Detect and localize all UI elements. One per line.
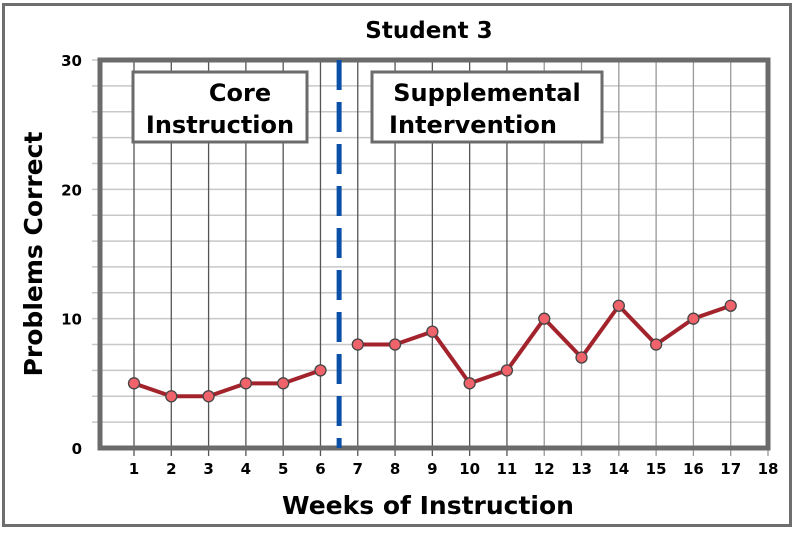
annotation-supplemental-line2: Intervention: [389, 111, 557, 139]
annotation-core-instruction: Core Instruction: [131, 70, 309, 144]
x-tick-label: 7: [353, 460, 363, 478]
x-tick-label: 13: [571, 460, 592, 478]
chart-frame: [2, 3, 792, 527]
y-axis-ticks: 0 10 20 30: [61, 52, 82, 458]
data-point: [612, 299, 625, 312]
x-tick-label: 4: [241, 460, 251, 478]
data-point: [165, 390, 178, 403]
data-point: [649, 338, 663, 351]
plot-border: [97, 57, 771, 451]
annotation-supplemental-intervention: Supplemental Intervention: [370, 70, 604, 144]
annotation-core-line2: Instruction: [146, 111, 294, 139]
x-tick-label: 5: [278, 460, 288, 478]
x-axis-label: Weeks of Instruction: [282, 491, 574, 520]
x-tick-label: 17: [720, 460, 741, 478]
x-tick-label: 8: [390, 460, 400, 478]
data-point: [127, 377, 141, 390]
data-point: [314, 364, 327, 377]
chart-title: Student 3: [365, 18, 492, 44]
y-tick-label: 0: [72, 440, 82, 458]
annotation-supplemental-line1: Supplemental: [393, 79, 581, 107]
x-tick-label: 2: [166, 460, 176, 478]
data-series-line: [133, 368, 322, 399]
data-point: [388, 338, 402, 351]
data-point: [500, 364, 514, 377]
x-tick-label: 9: [427, 460, 437, 478]
x-tick-label: 10: [459, 460, 480, 478]
x-tick-label: 12: [534, 460, 555, 478]
data-point-markers: [127, 299, 737, 403]
data-point: [277, 377, 290, 390]
data-point: [687, 312, 700, 325]
data-point: [202, 390, 215, 403]
x-tick-label: 11: [497, 460, 518, 478]
y-tick-label: 30: [61, 52, 82, 70]
data-point: [724, 299, 737, 312]
y-tick-label: 20: [61, 181, 82, 199]
data-point: [426, 325, 439, 338]
x-tick-label: 18: [758, 460, 779, 478]
x-axis-ticks: 1 2 3 4 5 6 7 8 9 10 11 12 13 14 15 16 17 18: [129, 460, 779, 478]
data-point: [463, 377, 476, 390]
annotation-core-line1: Core: [209, 79, 271, 107]
x-tick-label: 15: [646, 460, 667, 478]
y-tick-label: 10: [61, 311, 82, 329]
y-axis-label: Problems Correct: [19, 132, 48, 377]
x-tick-label: 1: [129, 460, 139, 478]
x-tick-label: 6: [315, 460, 325, 478]
data-point: [351, 338, 364, 351]
x-tick-label: 16: [683, 460, 704, 478]
data-point: [538, 312, 551, 325]
x-tick-label: 14: [608, 460, 629, 478]
data-point: [239, 377, 253, 390]
data-point: [575, 351, 588, 364]
x-tick-label: 3: [203, 460, 213, 478]
